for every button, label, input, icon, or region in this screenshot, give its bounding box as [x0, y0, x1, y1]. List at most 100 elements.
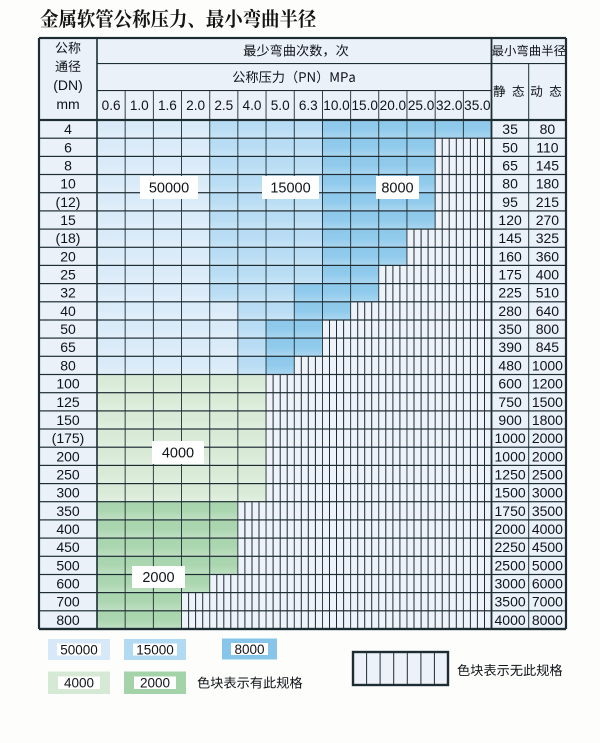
svg-text:225: 225 [498, 285, 522, 301]
svg-text:32.0: 32.0 [436, 98, 463, 113]
svg-text:4000: 4000 [64, 676, 94, 691]
svg-text:360: 360 [536, 248, 560, 264]
svg-text:10.0: 10.0 [323, 98, 350, 113]
svg-text:6: 6 [64, 139, 72, 155]
svg-text:120: 120 [498, 212, 522, 228]
svg-text:1500: 1500 [532, 394, 563, 410]
svg-text:5000: 5000 [532, 557, 563, 573]
svg-text:350: 350 [498, 321, 522, 337]
svg-text:10: 10 [60, 176, 76, 192]
svg-text:1000: 1000 [495, 430, 526, 446]
svg-text:750: 750 [498, 394, 522, 410]
svg-text:1000: 1000 [532, 357, 563, 373]
svg-text:640: 640 [536, 303, 560, 319]
svg-text:1250: 1250 [495, 467, 526, 483]
svg-text:510: 510 [536, 285, 560, 301]
svg-text:8000: 8000 [381, 181, 413, 197]
svg-text:6.3: 6.3 [299, 98, 318, 113]
svg-text:8000: 8000 [532, 612, 563, 628]
svg-text:80: 80 [540, 121, 556, 137]
svg-text:300: 300 [56, 485, 80, 501]
svg-text:350: 350 [56, 503, 80, 519]
svg-text:325: 325 [536, 230, 560, 246]
svg-text:(175): (175) [52, 430, 85, 446]
svg-text:50: 50 [502, 139, 518, 155]
svg-text:4500: 4500 [532, 539, 563, 555]
svg-text:1500: 1500 [495, 485, 526, 501]
svg-text:50: 50 [60, 321, 76, 337]
svg-text:180: 180 [536, 176, 560, 192]
svg-text:110: 110 [536, 139, 559, 155]
svg-text:150: 150 [56, 412, 80, 428]
svg-text:900: 900 [498, 412, 522, 428]
svg-text:2000: 2000 [142, 570, 174, 586]
svg-text:8: 8 [64, 157, 72, 173]
svg-text:2000: 2000 [532, 430, 563, 446]
svg-text:20: 20 [60, 248, 76, 264]
svg-text:280: 280 [498, 303, 522, 319]
svg-text:500: 500 [56, 557, 80, 573]
svg-text:(DN): (DN) [53, 77, 83, 93]
svg-text:200: 200 [56, 448, 80, 464]
svg-text:32: 32 [60, 285, 76, 301]
svg-text:4.0: 4.0 [243, 98, 262, 113]
svg-text:800: 800 [536, 321, 560, 337]
svg-text:35: 35 [502, 121, 518, 137]
svg-text:175: 175 [498, 267, 522, 283]
svg-text:4000: 4000 [532, 521, 563, 537]
svg-text:(18): (18) [56, 230, 81, 246]
svg-text:1750: 1750 [495, 503, 526, 519]
svg-text:250: 250 [56, 467, 80, 483]
svg-text:3000: 3000 [532, 485, 563, 501]
svg-text:7000: 7000 [532, 594, 563, 610]
svg-text:50000: 50000 [149, 181, 189, 197]
svg-text:400: 400 [536, 267, 560, 283]
svg-text:1.0: 1.0 [130, 98, 149, 113]
svg-text:25.0: 25.0 [408, 98, 435, 113]
svg-text:8000: 8000 [234, 642, 264, 657]
svg-text:2000: 2000 [495, 521, 526, 537]
svg-text:4000: 4000 [495, 612, 526, 628]
svg-text:1200: 1200 [532, 376, 563, 392]
svg-text:1800: 1800 [532, 412, 563, 428]
svg-text:mm: mm [56, 96, 79, 112]
svg-text:50000: 50000 [60, 642, 98, 657]
svg-text:845: 845 [536, 339, 560, 355]
svg-text:215: 215 [536, 194, 560, 210]
svg-text:3000: 3000 [495, 576, 526, 592]
svg-text:2.0: 2.0 [186, 98, 205, 113]
svg-text:4: 4 [64, 121, 72, 137]
svg-text:15: 15 [60, 212, 76, 228]
svg-text:15000: 15000 [270, 181, 310, 197]
svg-text:95: 95 [502, 194, 518, 210]
svg-text:1000: 1000 [495, 448, 526, 464]
svg-text:25: 25 [60, 267, 76, 283]
svg-text:3500: 3500 [495, 594, 526, 610]
svg-text:3500: 3500 [532, 503, 563, 519]
svg-text:450: 450 [56, 539, 80, 555]
svg-text:600: 600 [56, 576, 80, 592]
svg-text:6000: 6000 [532, 576, 563, 592]
svg-text:800: 800 [56, 612, 80, 628]
svg-text:15000: 15000 [136, 642, 174, 657]
svg-text:65: 65 [502, 157, 518, 173]
svg-text:80: 80 [60, 357, 76, 373]
svg-text:40: 40 [60, 303, 76, 319]
svg-text:145: 145 [498, 230, 522, 246]
svg-text:5.0: 5.0 [271, 98, 290, 113]
svg-text:145: 145 [536, 157, 560, 173]
svg-text:80: 80 [502, 176, 518, 192]
svg-text:(12): (12) [56, 194, 81, 210]
svg-text:100: 100 [56, 376, 80, 392]
svg-text:2250: 2250 [495, 539, 526, 555]
svg-text:2.5: 2.5 [214, 98, 233, 113]
svg-text:2000: 2000 [532, 448, 563, 464]
svg-text:400: 400 [56, 521, 80, 537]
svg-text:35.0: 35.0 [464, 98, 491, 113]
svg-text:390: 390 [498, 339, 522, 355]
svg-text:160: 160 [498, 248, 522, 264]
svg-text:65: 65 [60, 339, 76, 355]
svg-text:2500: 2500 [495, 557, 526, 573]
svg-text:600: 600 [498, 376, 522, 392]
svg-text:0.6: 0.6 [102, 98, 121, 113]
